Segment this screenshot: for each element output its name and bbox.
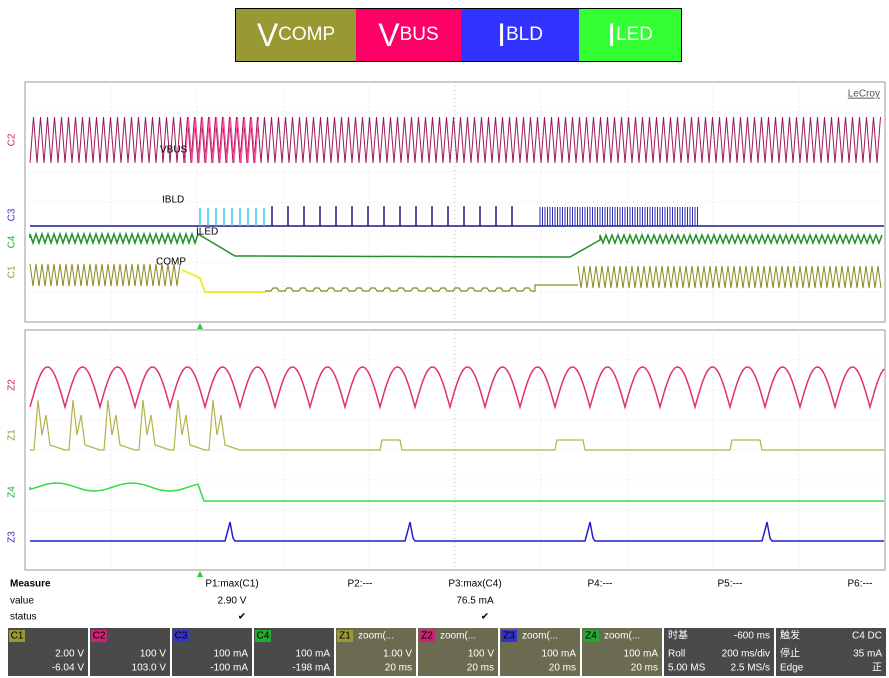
channel-id: Z4 — [585, 631, 597, 642]
channel-label: zoom(... — [604, 631, 640, 642]
trace-label: VBUS — [160, 145, 188, 156]
channel-label: zoom(... — [440, 631, 476, 642]
channel-marker: Z1 — [7, 429, 18, 441]
channel-id: C3 — [175, 631, 188, 642]
channel-offset: 20 ms — [385, 663, 412, 674]
measure-row-label: status — [10, 612, 37, 623]
channel-scale: 100 mA — [214, 649, 249, 660]
measure-status: ✔ — [238, 612, 246, 623]
timebase-delay: -600 ms — [734, 631, 770, 642]
measure-param: P6:--- — [848, 579, 873, 590]
measure-value: 2.90 V — [218, 596, 247, 607]
brand: LeCroy — [848, 89, 880, 100]
channel-id: Z2 — [421, 631, 433, 642]
trigger-source: C4 DC — [852, 631, 882, 642]
channel-marker: C2 — [7, 133, 18, 146]
measure-param: P1:max(C1) — [205, 579, 258, 590]
screenshot: VCOMPVBUSIBLDILED LeCroyVBUSIBLDILEDCOMP… — [0, 0, 889, 678]
measure-param: P2:--- — [348, 579, 373, 590]
trace-label: IBLD — [162, 195, 184, 206]
channel-offset: 20 ms — [631, 663, 658, 674]
channel-scale: 100 mA — [542, 649, 577, 660]
timebase-title: 时基 — [668, 629, 688, 642]
measure-param: P3:max(C4) — [448, 579, 501, 590]
trigger-slope: 正 — [872, 663, 882, 674]
measure-title: Measure — [10, 579, 51, 590]
timebase-mode: Roll — [668, 649, 685, 660]
channel-id: C4 — [257, 631, 270, 642]
channel-offset: -6.04 V — [52, 663, 85, 674]
channel-scale: 1.00 V — [383, 649, 412, 660]
channel-marker: C1 — [7, 265, 18, 278]
timebase-sample: 2.5 MS/s — [731, 663, 770, 674]
trace-label: ILED — [196, 227, 218, 238]
measure-param: P5:--- — [718, 579, 743, 590]
channel-marker: Z4 — [7, 486, 18, 498]
channel-scale: 100 mA — [624, 649, 659, 660]
channel-scale: 100 V — [468, 649, 494, 660]
channel-scale: 100 V — [140, 649, 166, 660]
trace-label: COMP — [156, 257, 186, 268]
timebase-points: 5.00 MS — [668, 663, 706, 674]
trigger-level: 35 mA — [853, 649, 882, 660]
channel-offset: -198 mA — [292, 663, 330, 674]
channel-offset: -100 mA — [210, 663, 248, 674]
measure-value: 76.5 mA — [456, 596, 494, 607]
channel-label: zoom(... — [358, 631, 394, 642]
trigger-kind: Edge — [780, 663, 804, 674]
timebase-rate: 200 ms/div — [722, 649, 770, 660]
measure-row-label: value — [10, 596, 34, 607]
trigger-marker — [197, 571, 203, 577]
channel-offset: 20 ms — [549, 663, 576, 674]
channel-marker: Z3 — [7, 531, 18, 543]
channel-label: zoom(... — [522, 631, 558, 642]
channel-scale: 2.00 V — [55, 649, 84, 660]
channel-marker: Z2 — [7, 379, 18, 391]
channel-id: Z3 — [503, 631, 515, 642]
scope: LeCroy VBUS IBLD ILED COMP C2 C3 C4 C1 Z2 Z1 Z4 Z3 Me… — [0, 0, 889, 678]
trigger-title: 触发 — [780, 629, 800, 642]
trigger-marker — [197, 323, 203, 329]
channel-id: C1 — [11, 631, 24, 642]
channel-id: C2 — [93, 631, 106, 642]
channel-marker: C4 — [7, 235, 18, 248]
trigger-state: 停止 — [780, 647, 800, 660]
measure-status: ✔ — [481, 612, 489, 623]
channel-offset: 20 ms — [467, 663, 494, 674]
channel-marker: C3 — [7, 208, 18, 221]
measure-param: P4:--- — [588, 579, 613, 590]
channel-id: Z1 — [339, 631, 351, 642]
channel-offset: 103.0 V — [132, 663, 167, 674]
channel-scale: 100 mA — [296, 649, 331, 660]
